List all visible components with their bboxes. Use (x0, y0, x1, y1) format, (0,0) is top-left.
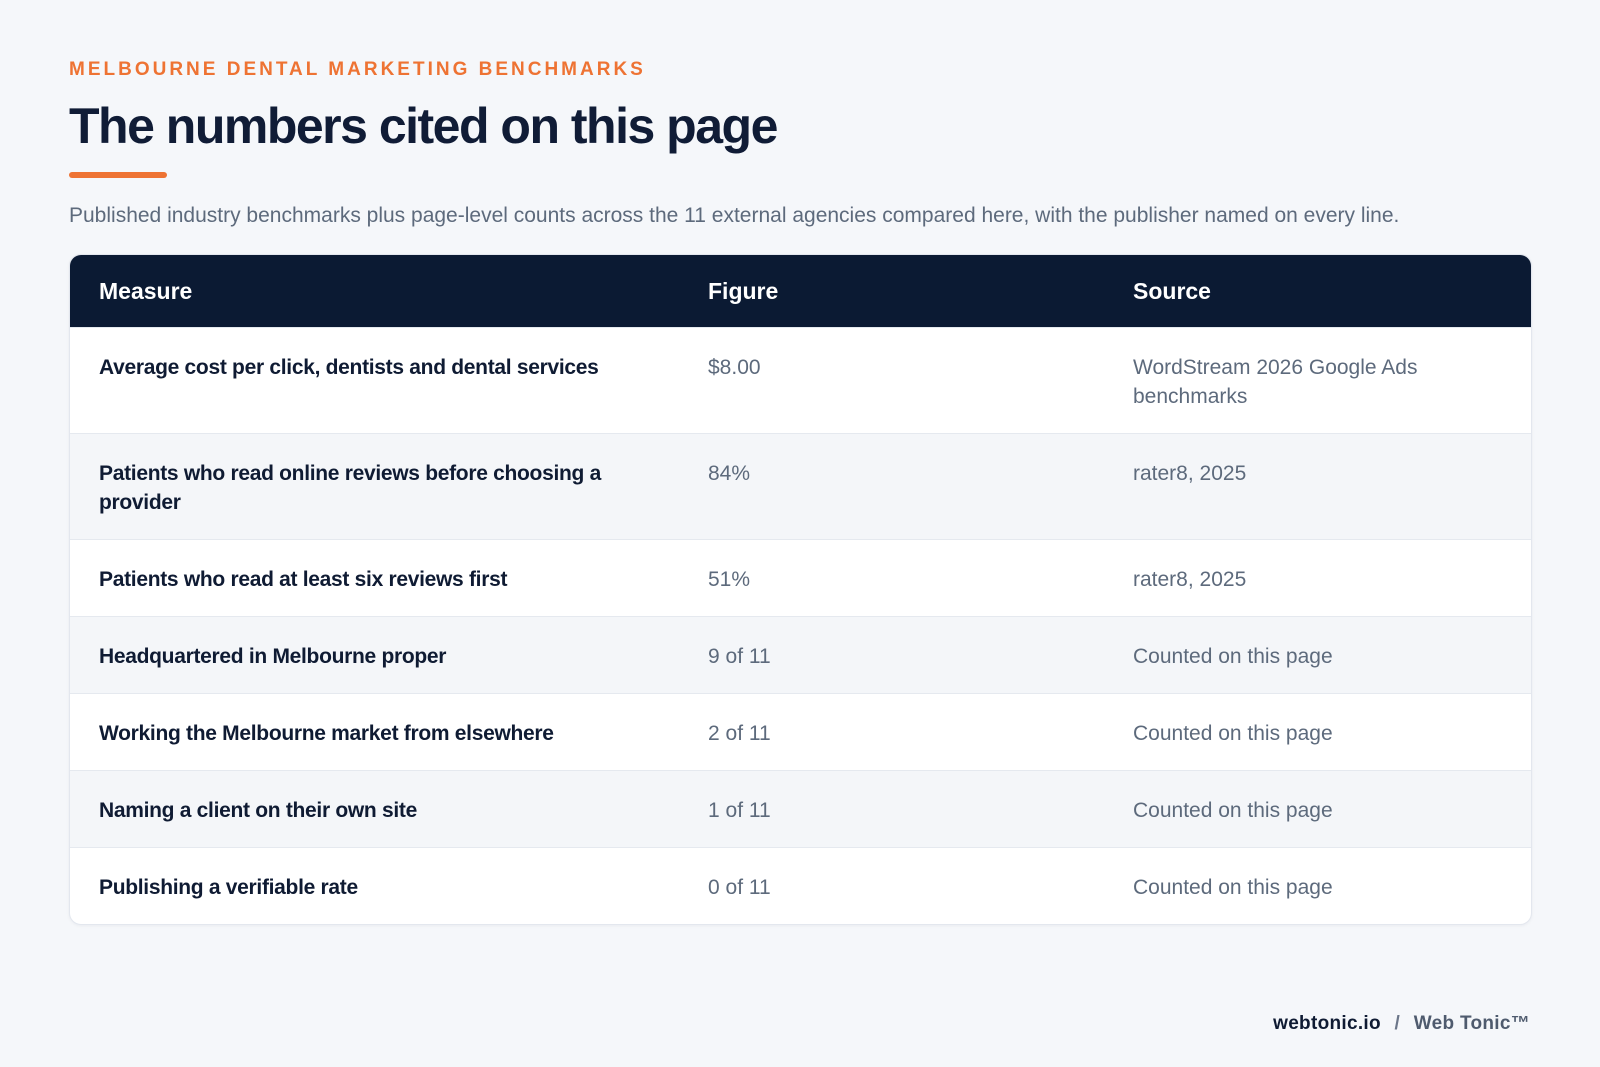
source-cell: Counted on this page (1133, 722, 1333, 745)
table-header-row: Measure Figure Source (70, 255, 1531, 327)
benchmarks-table: Measure Figure Source Average cost per c… (69, 254, 1532, 925)
table-row: Patients who read online reviews before … (70, 433, 1531, 539)
column-header-measure: Measure (99, 277, 193, 304)
table-row: Working the Melbourne market from elsewh… (70, 693, 1531, 770)
table-row: Headquartered in Melbourne proper 9 of 1… (70, 616, 1531, 693)
source-cell: WordStream 2026 Google Ads benchmarks (1133, 356, 1418, 408)
footer-separator: / (1394, 1013, 1401, 1034)
figure-cell: 0 of 11 (708, 876, 771, 899)
measure-cell: Headquartered in Melbourne proper (99, 645, 447, 668)
measure-cell: Naming a client on their own site (99, 799, 417, 822)
measure-cell: Average cost per click, dentists and den… (99, 356, 599, 379)
column-header-source: Source (1133, 277, 1211, 304)
figure-cell: 84% (708, 462, 751, 485)
measure-cell: Patients who read at least six reviews f… (99, 568, 508, 591)
eyebrow-label: MELBOURNE DENTAL MARKETING BENCHMARKS (69, 59, 646, 80)
source-cell: rater8, 2025 (1133, 568, 1247, 591)
table-row: Average cost per click, dentists and den… (70, 327, 1531, 433)
figure-cell: 9 of 11 (708, 645, 771, 668)
figure-cell: $8.00 (708, 356, 761, 379)
source-cell: rater8, 2025 (1133, 462, 1247, 485)
table-row: Patients who read at least six reviews f… (70, 539, 1531, 616)
figure-cell: 1 of 11 (708, 799, 771, 822)
measure-cell: Publishing a verifiable rate (99, 876, 358, 899)
source-cell: Counted on this page (1133, 799, 1333, 822)
column-header-figure: Figure (708, 277, 779, 304)
footer-credit: webtonic.io / Web Tonic™ (1273, 1013, 1530, 1035)
page-content: MELBOURNE DENTAL MARKETING BENCHMARKS Th… (69, 58, 1532, 925)
intro-text: Published industry benchmarks plus page-… (69, 204, 1400, 227)
table-row: Publishing a verifiable rate 0 of 11 Cou… (70, 847, 1531, 924)
figure-cell: 51% (708, 568, 751, 591)
source-cell: Counted on this page (1133, 645, 1333, 668)
page-title: The numbers cited on this page (69, 98, 778, 154)
footer-brand: Web Tonic™ (1413, 1013, 1530, 1034)
footer-domain: webtonic.io (1273, 1013, 1381, 1034)
measure-cell: Patients who read online reviews before … (99, 462, 601, 514)
figure-cell: 2 of 11 (708, 722, 771, 745)
measure-cell: Working the Melbourne market from elsewh… (99, 722, 554, 745)
source-cell: Counted on this page (1133, 876, 1333, 899)
title-accent-bar (69, 172, 167, 178)
table-row: Naming a client on their own site 1 of 1… (70, 770, 1531, 847)
